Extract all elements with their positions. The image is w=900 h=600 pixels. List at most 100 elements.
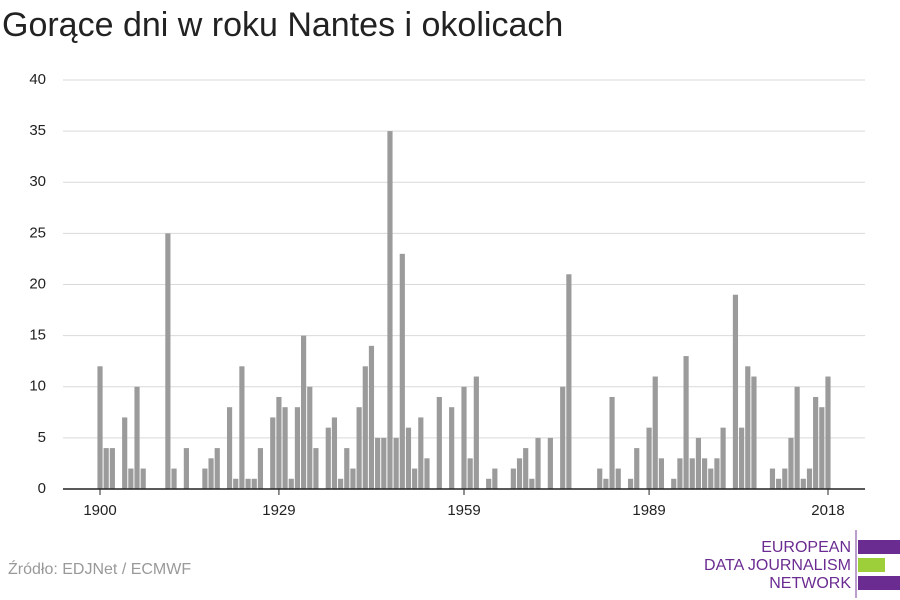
bar: [301, 335, 307, 489]
bar: [171, 468, 177, 489]
chart-title: Gorące dni w roku Nantes i okolicach: [2, 6, 563, 44]
bar: [745, 366, 751, 489]
bar: [109, 448, 115, 489]
bar: [375, 437, 381, 489]
x-tick-label: 1900: [83, 502, 116, 519]
bar: [720, 427, 726, 489]
bar: [202, 468, 208, 489]
logo-bar: [858, 540, 900, 554]
bar: [547, 437, 553, 489]
bar: [208, 458, 214, 489]
bar: [627, 478, 634, 489]
bar: [103, 448, 109, 489]
bar: [387, 131, 393, 489]
bar: [751, 376, 757, 489]
bar: [165, 233, 171, 489]
bar: [708, 468, 714, 489]
x-tick-label: 1929: [262, 502, 295, 519]
bar: [794, 386, 800, 489]
bar: [683, 356, 689, 489]
bar: [270, 417, 276, 489]
y-tick-label: 25: [29, 224, 46, 241]
source: Źródło: EDJNet / ECMWF: [8, 559, 191, 578]
bar: [473, 376, 479, 489]
bar: [492, 468, 498, 489]
bar: [516, 458, 523, 489]
bar: [233, 478, 239, 489]
bar: [393, 437, 399, 489]
bar: [424, 458, 430, 489]
bar: [257, 448, 264, 489]
bar: [128, 468, 134, 489]
bar: [436, 396, 442, 489]
bar: [603, 478, 609, 489]
y-tick-label: 20: [29, 275, 46, 292]
bar: [239, 366, 245, 489]
bar: [183, 448, 189, 489]
bar: [344, 448, 350, 489]
bar: [214, 448, 220, 489]
bar: [362, 366, 368, 489]
bar: [825, 376, 831, 489]
bar: [695, 437, 702, 489]
bar: [418, 417, 424, 489]
logo-bar: [858, 576, 900, 590]
x-tick-label: 1989: [632, 502, 665, 519]
bar: [412, 468, 418, 489]
bar: [140, 468, 146, 489]
bar: [689, 458, 695, 489]
bar: [634, 448, 640, 489]
bar: [782, 468, 788, 489]
bar: [523, 448, 529, 489]
bar: [245, 478, 251, 489]
y-tick-label: 0: [38, 480, 46, 497]
bar: [769, 468, 776, 489]
bar: [658, 458, 665, 489]
bar: [646, 427, 652, 489]
bar: [331, 417, 338, 489]
bar: [560, 386, 566, 489]
bar: [788, 437, 794, 489]
y-tick-label: 40: [29, 71, 46, 88]
bar: [677, 458, 683, 489]
bar: [405, 427, 412, 489]
bar: [251, 478, 257, 489]
bar: [368, 345, 375, 489]
bar: [510, 468, 516, 489]
bar: [714, 458, 720, 489]
bar: [313, 448, 319, 489]
bar: [535, 437, 541, 489]
bar: [307, 386, 313, 489]
bar: [276, 396, 282, 489]
bar: [776, 478, 782, 489]
y-tick-label: 15: [29, 327, 46, 344]
logo-text: EUROPEAN: [761, 539, 851, 556]
bar: [350, 468, 356, 489]
logo-bar: [858, 558, 885, 572]
bar: [652, 376, 658, 489]
logo-text: DATA JOURNALISM: [704, 557, 851, 574]
bar: [732, 294, 739, 489]
bar: [529, 478, 535, 489]
bar: [97, 366, 103, 489]
bar: [806, 468, 813, 489]
bar: [288, 478, 294, 489]
bar: [381, 437, 387, 489]
bar: [226, 407, 233, 489]
y-tick-label: 10: [29, 378, 46, 395]
bar: [813, 396, 819, 489]
bar: [702, 458, 708, 489]
y-tick-label: 5: [38, 429, 46, 446]
bar: [609, 396, 615, 489]
bar: [294, 407, 301, 489]
bar: [819, 407, 825, 489]
bar: [122, 417, 128, 489]
bar: [449, 407, 455, 489]
logo: EUROPEAN DATA JOURNALISM NETWORK: [704, 530, 900, 598]
bar: [282, 407, 288, 489]
bar: [800, 478, 806, 489]
bar: [134, 386, 140, 489]
y-tick-label: 35: [29, 122, 46, 139]
bar: [325, 427, 331, 489]
